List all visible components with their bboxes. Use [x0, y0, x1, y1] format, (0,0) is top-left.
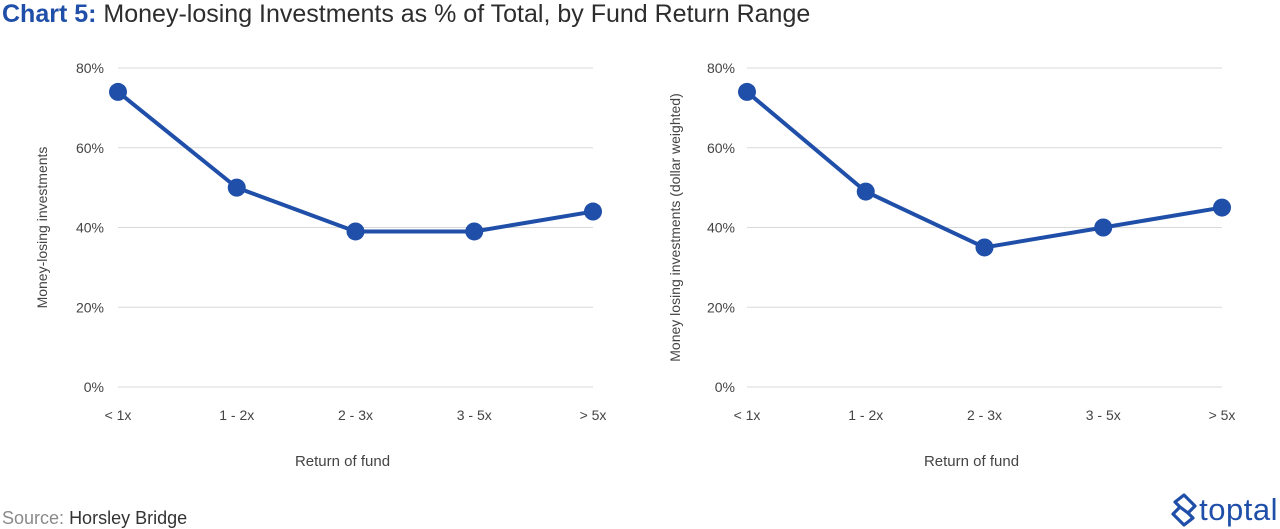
y-axis-label: Money-losing investments [34, 147, 50, 309]
x-tick-label: 1 - 2x [848, 407, 883, 423]
source-note: Source: Horsley Bridge [2, 508, 187, 529]
toptal-logo-icon [1171, 493, 1197, 527]
logo-wordmark: toptal [1199, 492, 1278, 527]
series-line [116, 90, 594, 234]
y-tick-label: 0% [715, 379, 735, 395]
data-point [346, 222, 365, 241]
y-tick-label: 60% [707, 140, 735, 156]
x-axis-label: Return of fund [295, 453, 390, 470]
x-tick-label: > 5x [580, 407, 607, 423]
x-tick-label: 3 - 5x [457, 407, 492, 423]
y-tick-label: 80% [707, 60, 735, 76]
x-axis-label: Return of fund [924, 453, 1019, 470]
y-tick-label: 40% [76, 220, 104, 236]
y-tick-label: 80% [76, 60, 104, 76]
data-point [738, 82, 756, 101]
data-point [975, 238, 994, 257]
data-point [227, 178, 246, 197]
chart-1: 0% 20% 40% 60% 80% < 1x 1 - 2x 2 - 3x 3 - 5x > 5x… [34, 60, 606, 470]
x-tick-label: 2 - 3x [338, 407, 373, 423]
x-tick-label: 3 - 5x [1086, 407, 1121, 423]
y-axis-label: Money losing investments (dollar weighte… [667, 93, 683, 361]
source-value: Horsley Bridge [69, 508, 188, 528]
data-point [856, 182, 875, 201]
chart-2: 0% 20% 40% 60% 80% < 1x 1 - 2x 2 - 3x 3 - 5x > 5x… [667, 60, 1235, 470]
y-tick-label: 60% [76, 140, 104, 156]
data-point [109, 82, 127, 101]
toptal-logo: toptal [1171, 492, 1278, 528]
x-tick-label: 2 - 3x [967, 407, 1002, 423]
x-tick-label: 1 - 2x [219, 407, 254, 423]
x-tick-label: > 5x [1209, 407, 1236, 423]
data-point [465, 222, 484, 241]
y-tick-label: 20% [707, 299, 735, 315]
series-line [745, 90, 1223, 250]
chart-title-text: Money-losing Investments as % of Total, … [103, 0, 811, 28]
y-tick-label: 0% [84, 379, 104, 395]
data-point [584, 202, 602, 221]
data-point [1213, 198, 1231, 217]
chart-title-prefix: Chart 5: [2, 0, 97, 28]
y-tick-label: 40% [707, 220, 735, 236]
data-point [1094, 218, 1113, 237]
x-tick-label: < 1x [734, 407, 761, 423]
y-tick-label: 20% [76, 299, 104, 315]
source-label: Source: [2, 508, 65, 528]
x-tick-label: < 1x [105, 407, 132, 423]
chart-title: Chart 5: Money-losing Investments as % o… [2, 0, 810, 29]
